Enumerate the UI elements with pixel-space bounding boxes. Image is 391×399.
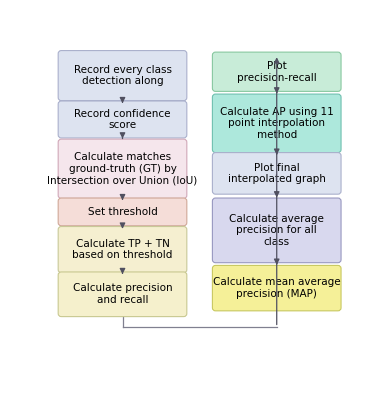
Text: Set threshold: Set threshold [88,207,157,217]
Text: Calculate precision
and recall: Calculate precision and recall [73,283,172,305]
FancyBboxPatch shape [212,152,341,194]
Text: Calculate AP using 11
point interpolation
method: Calculate AP using 11 point interpolatio… [220,107,334,140]
FancyBboxPatch shape [58,51,187,101]
Text: Plot
precision-recall: Plot precision-recall [237,61,317,83]
FancyBboxPatch shape [212,52,341,91]
Text: Record every class
detection along: Record every class detection along [74,65,172,87]
FancyBboxPatch shape [212,198,341,263]
FancyBboxPatch shape [58,101,187,138]
FancyBboxPatch shape [58,198,187,226]
FancyBboxPatch shape [212,94,341,152]
Text: Plot final
interpolated graph: Plot final interpolated graph [228,162,326,184]
Text: Calculate TP + TN
based on threshold: Calculate TP + TN based on threshold [72,239,173,261]
Text: Calculate matches
ground-truth (GT) by
Intersection over Union (IoU): Calculate matches ground-truth (GT) by I… [47,152,197,186]
Text: Calculate average
precision for all
class: Calculate average precision for all clas… [229,214,324,247]
Text: Record confidence
score: Record confidence score [74,109,171,130]
FancyBboxPatch shape [58,272,187,317]
FancyBboxPatch shape [58,139,187,198]
FancyBboxPatch shape [212,265,341,311]
FancyBboxPatch shape [58,227,187,273]
Text: Calculate mean average
precision (MAP): Calculate mean average precision (MAP) [213,277,341,299]
